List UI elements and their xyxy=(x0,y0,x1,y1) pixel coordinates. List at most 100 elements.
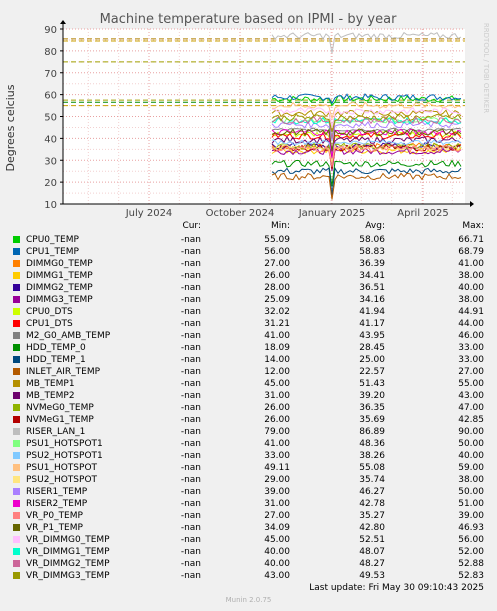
legend-max-value: 56.00 xyxy=(458,535,484,545)
legend-cur-value: -nan xyxy=(180,271,201,281)
legend-swatch xyxy=(13,416,20,423)
legend-avg-value: 36.51 xyxy=(359,283,385,293)
legend-max-value: 50.00 xyxy=(458,487,484,497)
legend-swatch xyxy=(13,452,20,459)
legend-row: M2_G0_AMB_TEMP -nan 41.00 43.95 46.00 xyxy=(0,330,497,342)
legend-min-value: 40.00 xyxy=(264,559,290,569)
legend-max-value: 39.00 xyxy=(458,511,484,521)
legend-avg-value: 34.41 xyxy=(359,271,385,281)
legend-cur-value: -nan xyxy=(180,235,201,245)
legend-max-value: 38.00 xyxy=(458,475,484,485)
legend-row: VR_P0_TEMP -nan 27.00 35.27 39.00 xyxy=(0,510,497,522)
legend-cur-value: -nan xyxy=(180,499,201,509)
series-line-vr_p0_temp xyxy=(271,144,462,167)
legend-series-name: VR_P0_TEMP xyxy=(26,511,83,521)
legend-cur-value: -nan xyxy=(180,487,201,497)
legend-row: DIMMG2_TEMP -nan 28.00 36.51 40.00 xyxy=(0,282,497,294)
series-line-riser1_temp xyxy=(271,120,462,141)
legend-avg-value: 38.26 xyxy=(359,451,385,461)
legend-max-value: 52.83 xyxy=(458,571,484,581)
legend-min-value: 14.00 xyxy=(264,355,290,365)
y-tick-label: 40 xyxy=(44,134,57,145)
legend-series-name: CPU1_TEMP xyxy=(26,247,79,257)
legend-min-value: 41.00 xyxy=(264,331,290,341)
legend-avg-value: 55.08 xyxy=(359,463,385,473)
legend-series-name: RISER_LAN_1 xyxy=(26,427,86,437)
legend-swatch xyxy=(13,296,20,303)
y-axis-label: Degrees celcius xyxy=(4,84,17,171)
legend-min-value: 49.11 xyxy=(264,463,290,473)
legend-max-value: 51.00 xyxy=(458,499,484,509)
legend-swatch xyxy=(13,392,20,399)
legend-avg-value: 36.35 xyxy=(359,403,385,413)
series-line-hdd_temp_1 xyxy=(271,166,462,196)
legend-avg-value: 86.89 xyxy=(359,427,385,437)
legend-row: HDD_TEMP_1 -nan 14.00 25.00 33.00 xyxy=(0,354,497,366)
legend-avg-value: 46.27 xyxy=(359,487,385,497)
legend-max-value: 40.00 xyxy=(458,283,484,293)
legend-row: RISER2_TEMP -nan 31.00 42.78 51.00 xyxy=(0,498,497,510)
legend-row: MB_TEMP1 -nan 45.00 51.43 55.00 xyxy=(0,378,497,390)
series-line-hdd_temp_0 xyxy=(271,159,462,187)
legend-swatch xyxy=(13,404,20,411)
x-tick-label: January 2025 xyxy=(298,208,366,218)
legend-swatch xyxy=(13,332,20,339)
legend-min-value: 43.00 xyxy=(264,571,290,581)
series-line-dimmg3_temp xyxy=(271,147,462,172)
legend-max-value: 33.00 xyxy=(458,355,484,365)
legend-max-value: 46.93 xyxy=(458,523,484,533)
legend-series-name: VR_DIMMG2_TEMP xyxy=(26,559,110,569)
legend-avg-value: 48.27 xyxy=(359,559,385,569)
legend-min-value: 33.00 xyxy=(264,451,290,461)
series-line-vr_p1_temp xyxy=(271,127,462,152)
legend-row: INLET_AIR_TEMP -nan 12.00 22.57 27.00 xyxy=(0,366,497,378)
legend-min-value: 55.09 xyxy=(264,235,290,245)
legend-cur-value: -nan xyxy=(180,343,201,353)
legend-cur-value: -nan xyxy=(180,523,201,533)
legend-max-value: 44.91 xyxy=(458,307,484,317)
legend-series-name: HDD_TEMP_1 xyxy=(26,355,86,365)
legend-cur-value: -nan xyxy=(180,247,201,257)
legend-swatch xyxy=(13,560,20,567)
legend-swatch xyxy=(13,488,20,495)
legend-row: VR_DIMMG2_TEMP -nan 40.00 48.27 52.88 xyxy=(0,558,497,570)
legend-min-value: 45.00 xyxy=(264,535,290,545)
legend-avg-value: 25.00 xyxy=(359,355,385,365)
legend-swatch xyxy=(13,236,20,243)
legend-min-value: 26.00 xyxy=(264,403,290,413)
legend-min-value: 56.00 xyxy=(264,247,290,257)
legend-cur-value: -nan xyxy=(180,367,201,377)
legend-min-value: 26.00 xyxy=(264,271,290,281)
rrdtool-credit: RRDTOOL / TOBI OETIKER xyxy=(482,23,490,113)
legend-max-value: 52.88 xyxy=(458,559,484,569)
legend-series-name: CPU0_TEMP xyxy=(26,235,79,245)
series-line-vr_dimmg2_temp xyxy=(271,115,462,139)
legend-min-value: 27.00 xyxy=(264,259,290,269)
legend-series-name: PSU2_HOTSPOT xyxy=(26,475,98,485)
temperature-chart: Machine temperature based on IPMI - by y… xyxy=(4,12,490,218)
series-line-vr_dimmg0_temp xyxy=(271,107,462,128)
legend-avg-value: 42.80 xyxy=(359,523,385,533)
x-tick-label: July 2024 xyxy=(125,208,173,218)
legend-swatch xyxy=(13,476,20,483)
legend-avg-value: 41.94 xyxy=(359,307,385,317)
legend-avg-value: 58.83 xyxy=(359,247,385,257)
legend-max-value: 47.00 xyxy=(458,403,484,413)
legend-series-name: NVMeG0_TEMP xyxy=(26,403,94,413)
legend-avg-value: 35.74 xyxy=(359,475,385,485)
legend-series-name: RISER1_TEMP xyxy=(26,487,88,497)
legend-min-value: 41.00 xyxy=(264,439,290,449)
legend-cur-value: -nan xyxy=(180,463,201,473)
legend-cur-value: -nan xyxy=(180,355,201,365)
series-line-inlet_air_temp xyxy=(271,172,462,200)
y-tick-label: 20 xyxy=(44,178,57,189)
legend-swatch xyxy=(13,356,20,363)
legend-swatch xyxy=(13,548,20,555)
legend-row: VR_DIMMG0_TEMP -nan 45.00 52.51 56.00 xyxy=(0,534,497,546)
legend-max-value: 27.00 xyxy=(458,367,484,377)
legend-max-value: 50.00 xyxy=(458,439,484,449)
legend-series-name: PSU2_HOTSPOT1 xyxy=(26,451,103,461)
legend-avg-value: 48.36 xyxy=(359,439,385,449)
legend-swatch xyxy=(13,500,20,507)
legend-swatch xyxy=(13,464,20,471)
